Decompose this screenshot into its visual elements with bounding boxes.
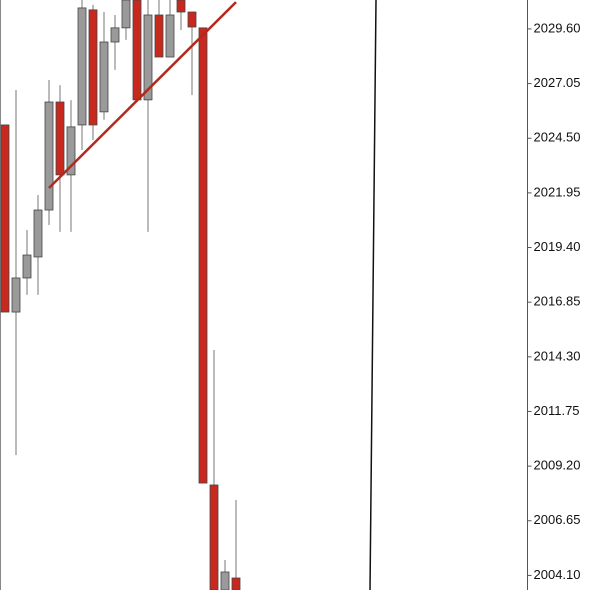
- vertical-drawing-line: [369, 0, 377, 590]
- y-tick-label: 2024.50: [534, 130, 581, 145]
- y-tick-label: 2004.10: [534, 567, 581, 582]
- candle-body: [110, 27, 120, 43]
- candle-body: [55, 101, 65, 176]
- trendline: [48, 1, 237, 189]
- candle-body: [66, 126, 76, 176]
- y-tick-label: 2016.85: [534, 294, 581, 309]
- y-tick-label: 2006.65: [534, 512, 581, 527]
- candle-body: [77, 7, 87, 126]
- candle-body: [11, 277, 21, 313]
- y-tick-label: 2009.20: [534, 458, 581, 473]
- y-tick-label: 2019.40: [534, 239, 581, 254]
- candle-body: [88, 9, 98, 126]
- candle-body: [121, 0, 131, 29]
- candle-body: [99, 41, 109, 113]
- candle-body: [33, 209, 43, 258]
- candle-body: [165, 14, 175, 58]
- y-tick-label: 2027.05: [534, 75, 581, 90]
- y-tick-label: 2014.30: [534, 348, 581, 363]
- y-tick-label: 2021.95: [534, 184, 581, 199]
- candle-body: [231, 577, 241, 590]
- candle-body: [209, 484, 219, 590]
- candle-body: [176, 0, 186, 13]
- candle-body: [154, 14, 164, 58]
- y-tick-label: 2029.60: [534, 20, 581, 35]
- candle-body: [132, 0, 142, 101]
- candle-body: [0, 124, 10, 313]
- y-tick-label: 2011.75: [534, 403, 580, 418]
- candle-body: [44, 101, 54, 211]
- candle-body: [187, 11, 197, 28]
- candle-body: [143, 14, 153, 101]
- candle-body: [22, 254, 32, 279]
- candle-body: [220, 571, 230, 590]
- candle-body: [198, 27, 208, 484]
